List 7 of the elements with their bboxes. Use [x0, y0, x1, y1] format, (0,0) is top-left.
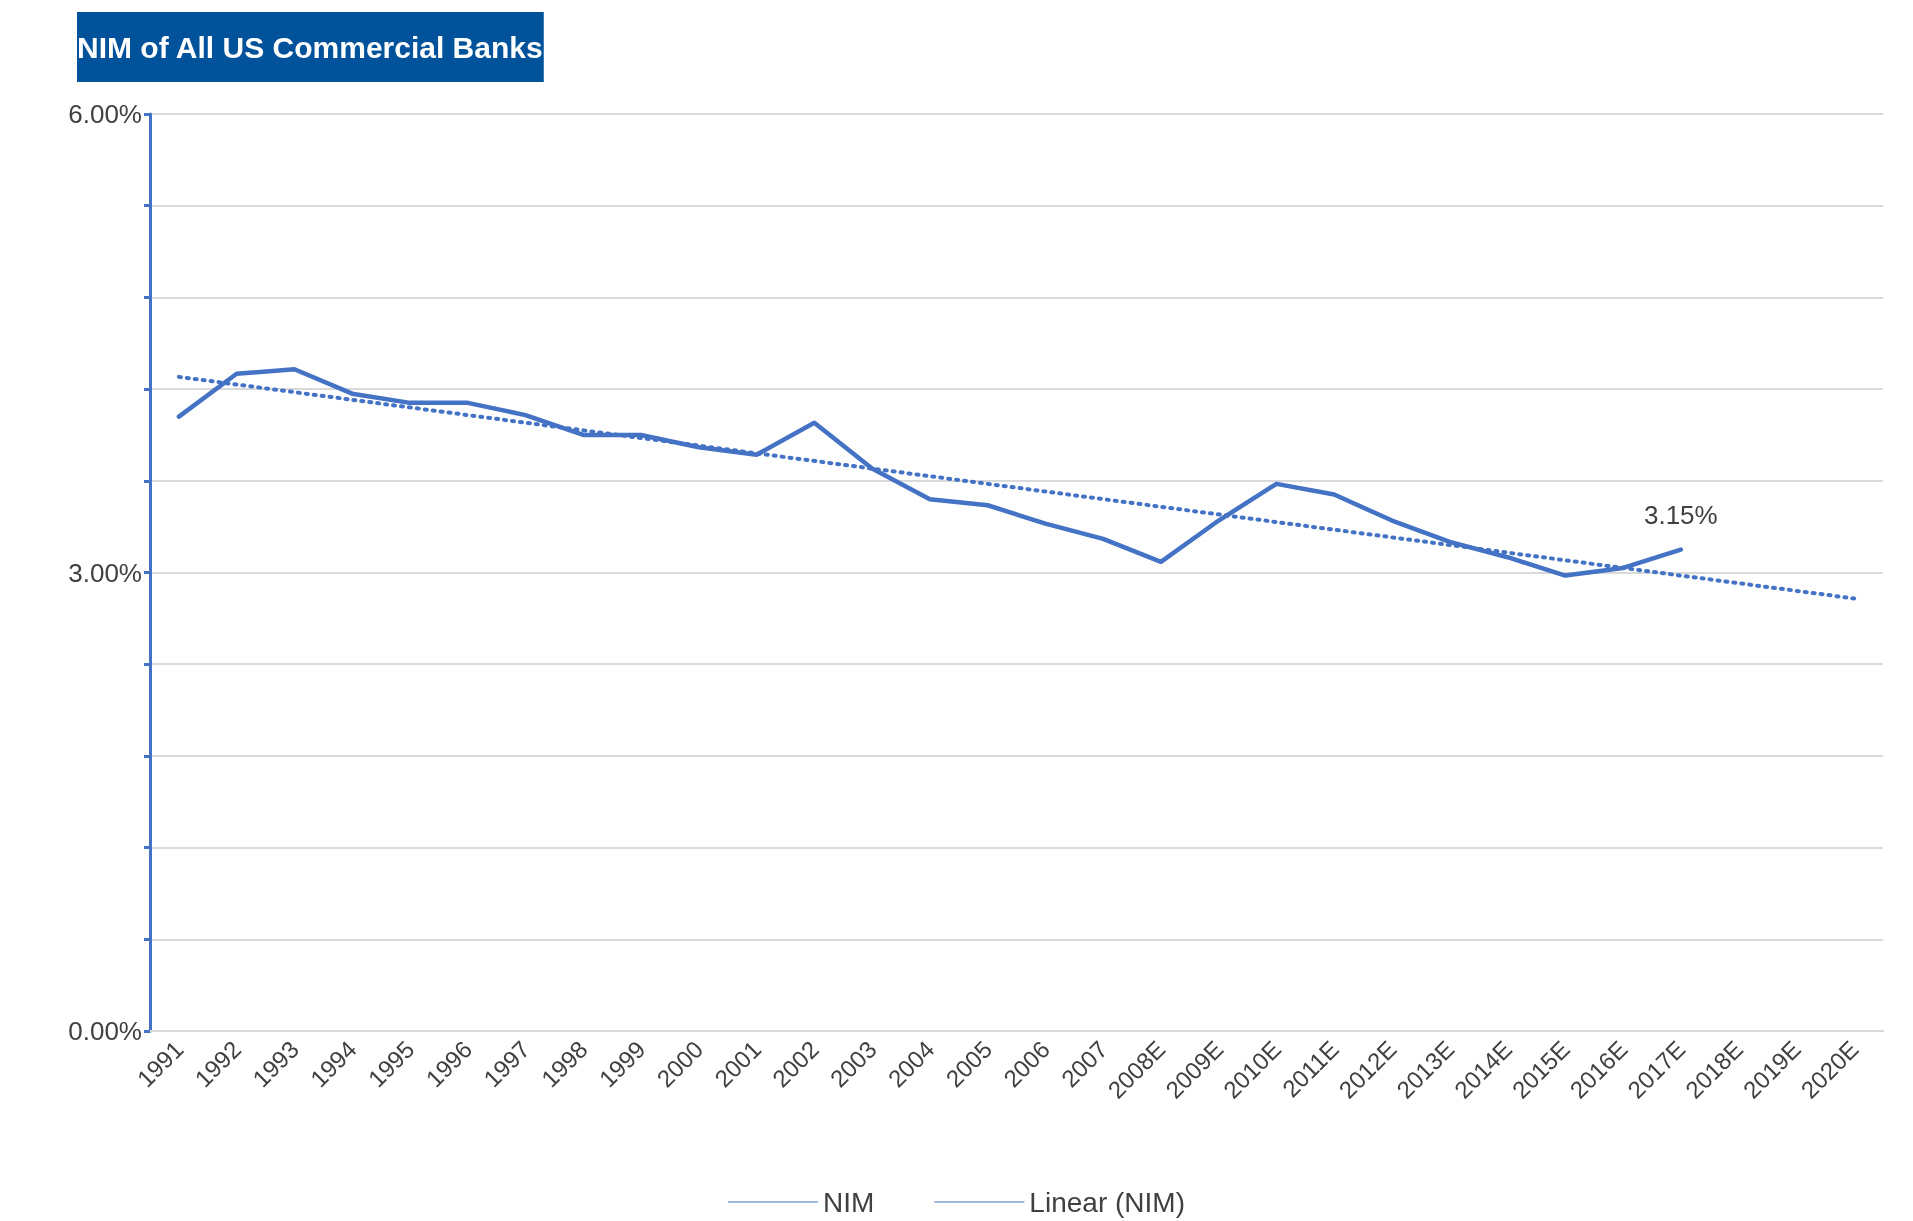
- y-tick-label: 0.00%: [68, 1016, 142, 1046]
- legend-label: NIM: [823, 1186, 875, 1218]
- y-tick-label: 6.00%: [68, 99, 142, 129]
- y-tick-label: 3.00%: [68, 557, 142, 588]
- data-label: 3.15%: [1643, 499, 1718, 530]
- legend-label: Linear (NIM): [1029, 1186, 1185, 1218]
- chart-title: NIM of All US Commercial Banks: [77, 30, 543, 64]
